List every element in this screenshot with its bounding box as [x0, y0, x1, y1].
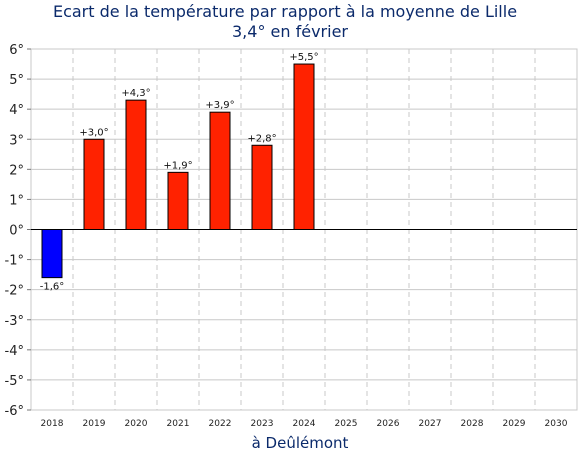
y-tick-label: -1°	[5, 254, 24, 269]
bars	[41, 63, 315, 279]
bar	[251, 144, 273, 230]
chart-title: Ecart de la température par rapport à la…	[52, 2, 518, 21]
data-label: +1,9°	[163, 160, 192, 171]
x-axis-label: à Deûlémont	[251, 434, 349, 452]
bar	[293, 63, 315, 230]
x-tick-label: 2018	[41, 419, 64, 429]
x-tick-label: 2029	[503, 419, 526, 429]
bar	[41, 229, 63, 279]
x-tick-label: 2020	[125, 419, 148, 429]
labels: -6° -5° -4° -3° -2° -1° 0° 1° 2° 3° 4° 5° 6° -1,6° 201…	[5, 43, 568, 429]
chart-subtitle: 3,4° en février	[232, 22, 348, 41]
y-tick-label: -3°	[5, 314, 24, 329]
y-tick-label: -6°	[5, 404, 24, 419]
x-tick-label: 2030	[545, 419, 568, 429]
data-label: +4,3°	[121, 88, 150, 99]
x-tick-label: 2027	[419, 419, 442, 429]
x-tick-label: 2023	[251, 419, 274, 429]
y-tick-label: 5°	[9, 73, 24, 88]
y-tick-label: -5°	[5, 374, 24, 389]
data-label: +5,5°	[289, 52, 318, 63]
y-tick-label: 0°	[9, 224, 24, 239]
data-label: -1,6°	[40, 282, 65, 293]
x-tick-label: 2024	[293, 419, 316, 429]
y-tick-label: 2°	[9, 163, 24, 178]
data-label: +2,8°	[247, 133, 276, 144]
x-tick-label: 2028	[461, 419, 484, 429]
bar	[125, 99, 147, 231]
y-tick-label: 4°	[9, 103, 24, 118]
bar	[167, 171, 189, 230]
x-tick-label: 2019	[83, 419, 106, 429]
bar	[83, 138, 105, 230]
y-tick-label: -4°	[5, 344, 24, 359]
x-tick-label: 2025	[335, 419, 358, 429]
y-tick-label: 6°	[9, 43, 24, 58]
y-tick-label: 3°	[9, 133, 24, 148]
data-label: +3,9°	[205, 100, 234, 111]
axes	[27, 48, 577, 411]
x-tick-label: 2021	[167, 419, 190, 429]
bar	[209, 111, 231, 230]
y-tick-label: 1°	[9, 193, 24, 208]
x-tick-label: 2022	[209, 419, 232, 429]
y-tick-label: -2°	[5, 284, 24, 299]
data-label: +3,0°	[79, 127, 108, 138]
x-tick-label: 2026	[377, 419, 400, 429]
